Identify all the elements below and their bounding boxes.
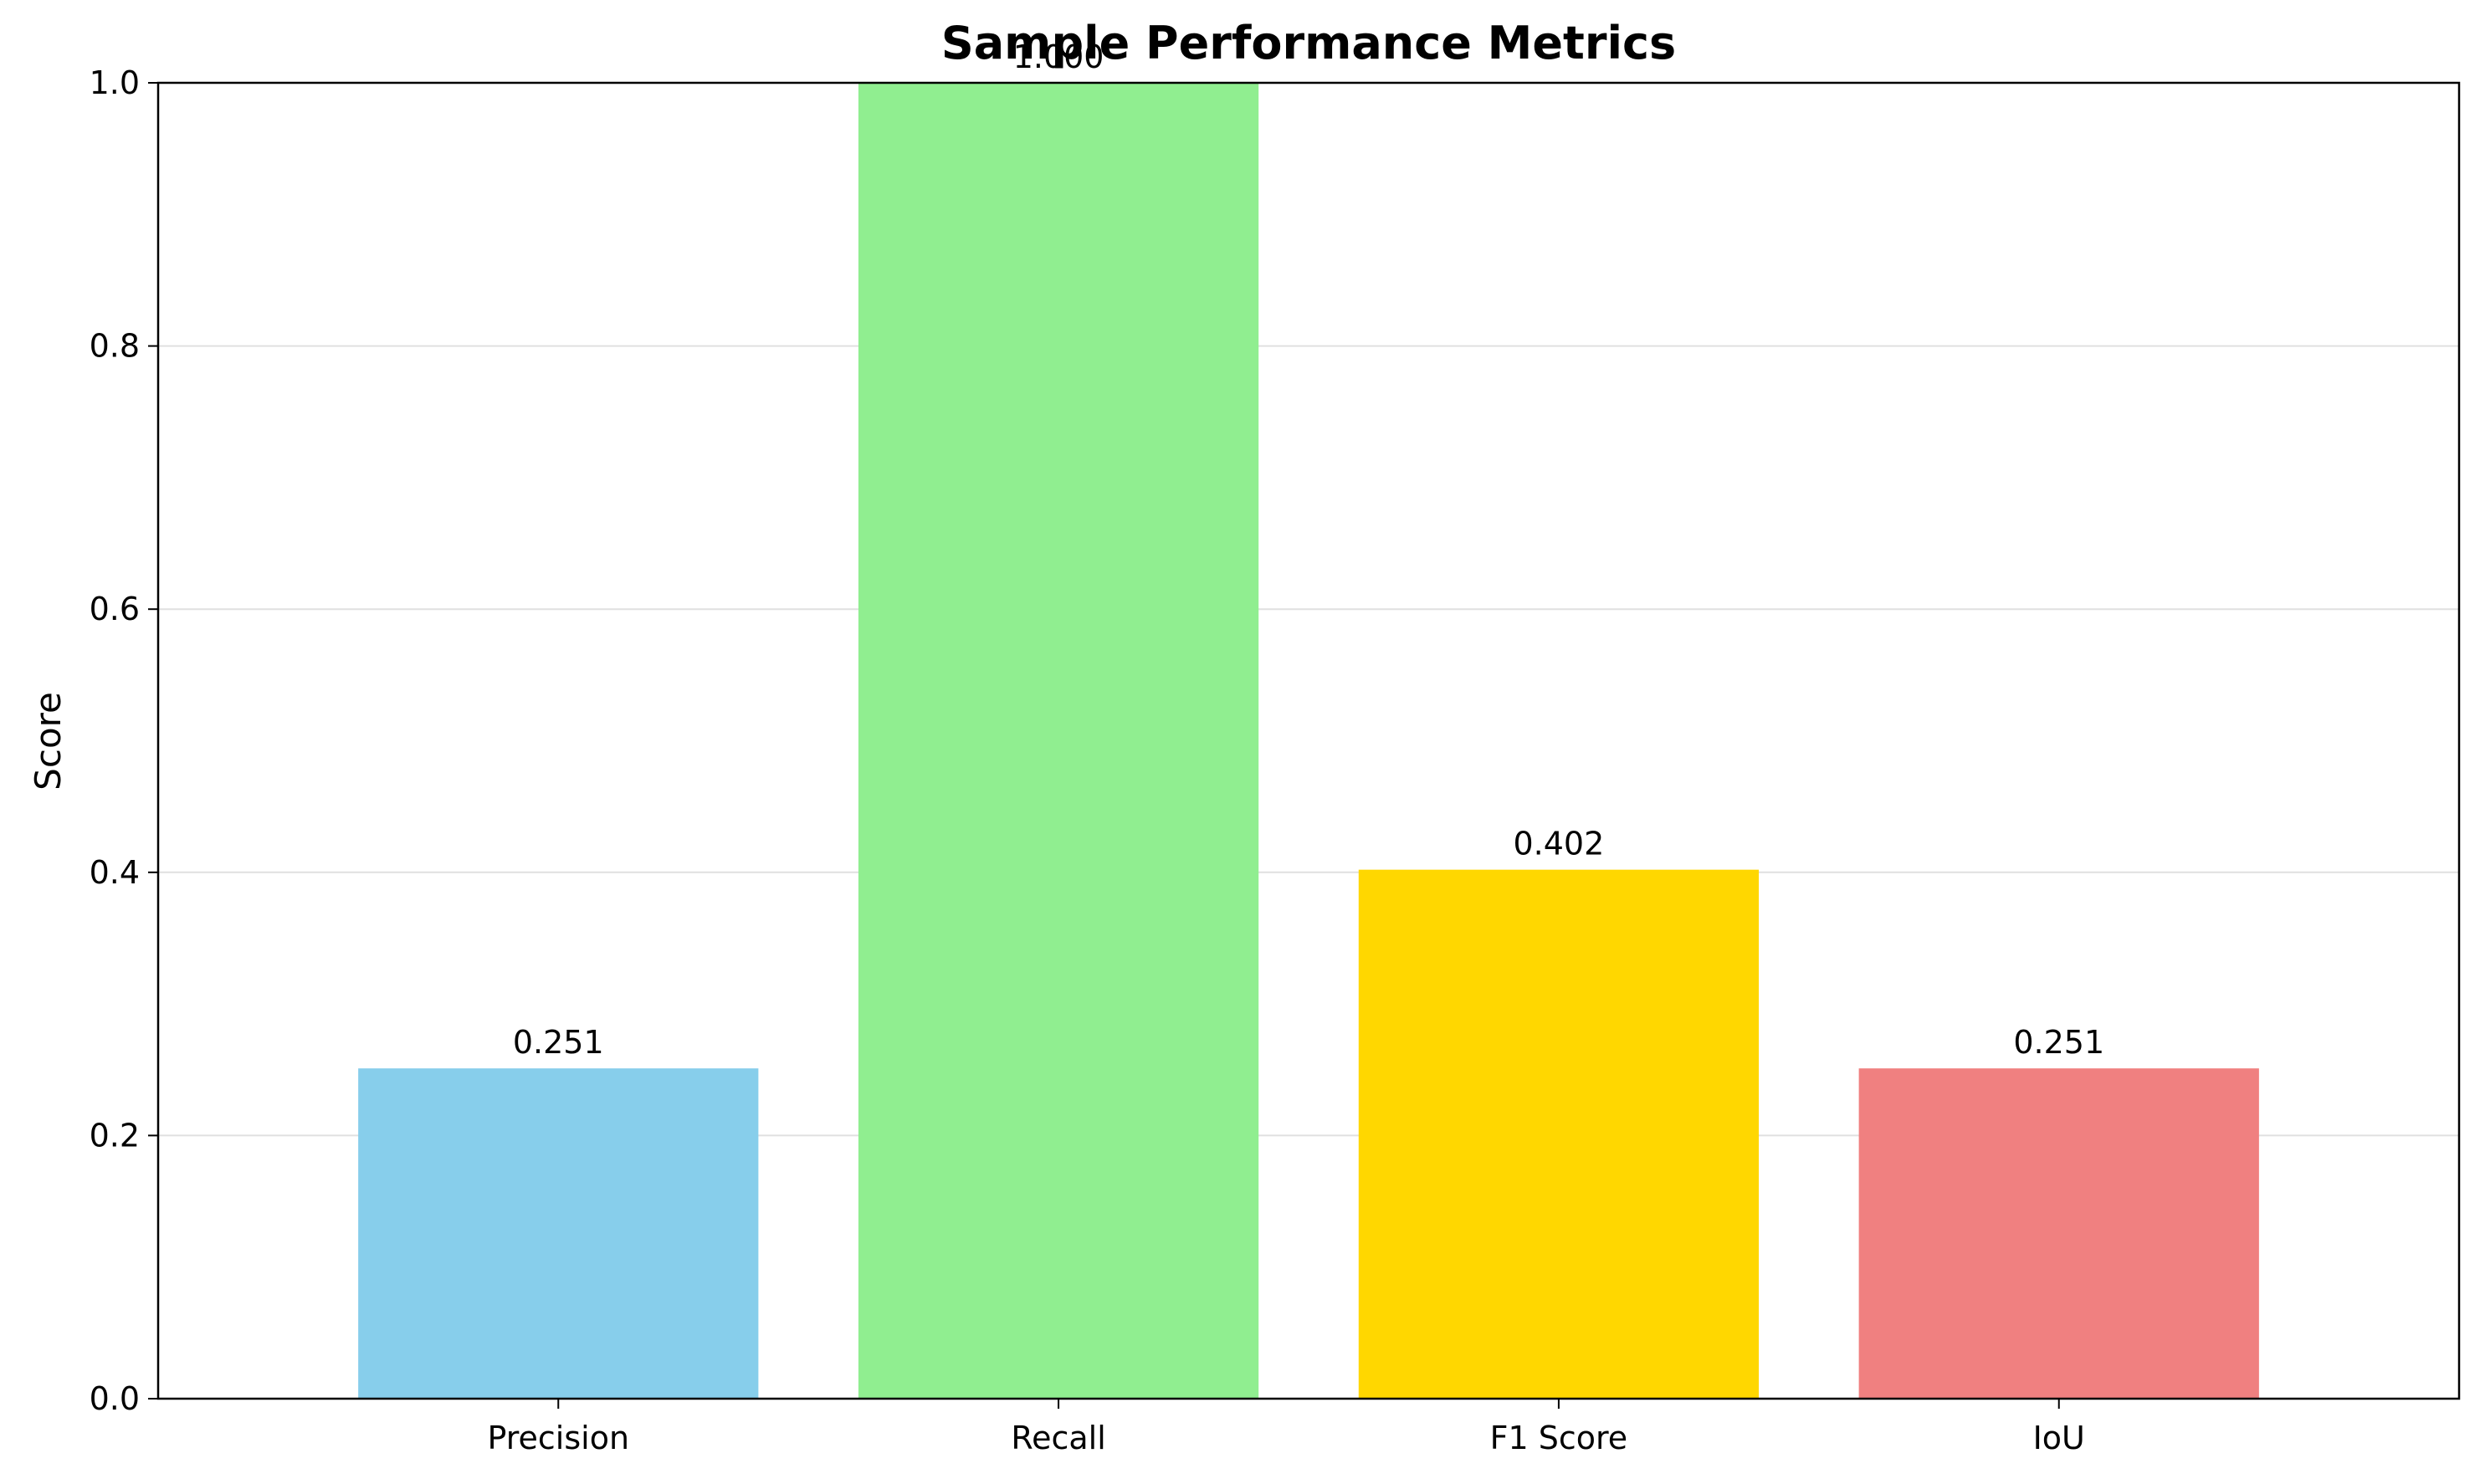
bar-f1-score	[1358, 869, 1760, 1399]
bars	[358, 83, 2259, 1399]
bar-precision	[358, 1068, 759, 1399]
data-labels: 0.251 1.000 0.402 0.251	[513, 38, 2104, 1061]
chart-title: Sample Performance Metrics	[941, 17, 1676, 69]
data-label: 0.251	[513, 1024, 604, 1061]
bar-iou	[1858, 1068, 2259, 1399]
y-tick-label: 0.6	[90, 591, 140, 627]
axes: Precision Recall F1 Score IoU 0.0 0.2 0.4 0.6 0.…	[90, 64, 2461, 1456]
x-tick-label: Precision	[487, 1420, 629, 1456]
y-tick-label: 0.8	[90, 328, 140, 365]
x-tick-label: Recall	[1011, 1420, 1105, 1456]
y-tick-label: 1.0	[90, 64, 140, 101]
x-tick-label: IoU	[2033, 1420, 2085, 1456]
x-tick-label: F1 Score	[1490, 1420, 1628, 1456]
data-label: 1.000	[1013, 38, 1104, 75]
data-label: 0.402	[1514, 826, 1605, 862]
y-tick-label: 0.4	[90, 854, 140, 891]
bar-recall	[858, 83, 1259, 1399]
y-tick-label: 0.2	[90, 1117, 140, 1154]
y-tick-label: 0.0	[90, 1380, 140, 1417]
data-label: 0.251	[2013, 1024, 2104, 1061]
y-axis-title: Score	[28, 692, 69, 791]
plot-frame	[156, 81, 2461, 1400]
